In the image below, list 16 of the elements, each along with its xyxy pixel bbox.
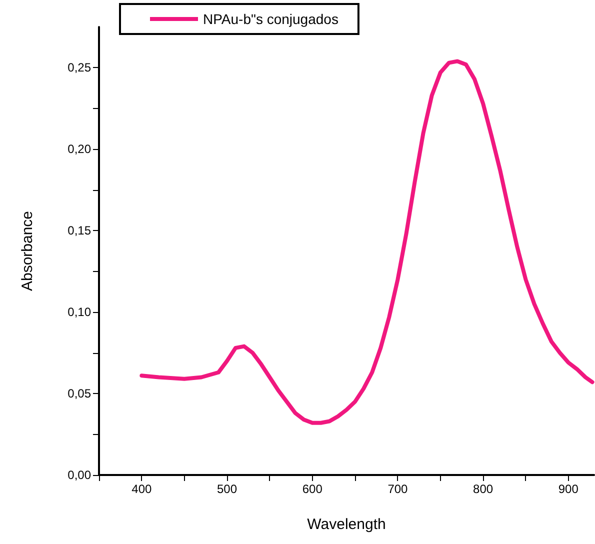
legend-label: NPAu-b"s conjugados — [203, 11, 338, 27]
y-tick-label: 0,25 — [68, 60, 92, 75]
y-axis-title: Absorbance — [19, 210, 36, 292]
x-tick-label: 600 — [302, 482, 323, 496]
x-tick-label: 700 — [388, 482, 408, 496]
y-tick-label: 0,10 — [68, 305, 92, 320]
x-tick-label: 900 — [558, 482, 579, 496]
x-tick-label: 400 — [132, 482, 152, 496]
y-tick-label: 0,15 — [68, 224, 92, 238]
y-tick-label: 0,05 — [68, 386, 92, 401]
x-tick-label: 800 — [473, 482, 494, 496]
y-tick-label: 0,00 — [68, 468, 92, 482]
line-series — [140, 59, 594, 425]
x-axis-title: Wavelength — [307, 516, 386, 533]
y-tick-label: 0,20 — [68, 142, 92, 156]
x-tick-label: 500 — [217, 482, 238, 496]
